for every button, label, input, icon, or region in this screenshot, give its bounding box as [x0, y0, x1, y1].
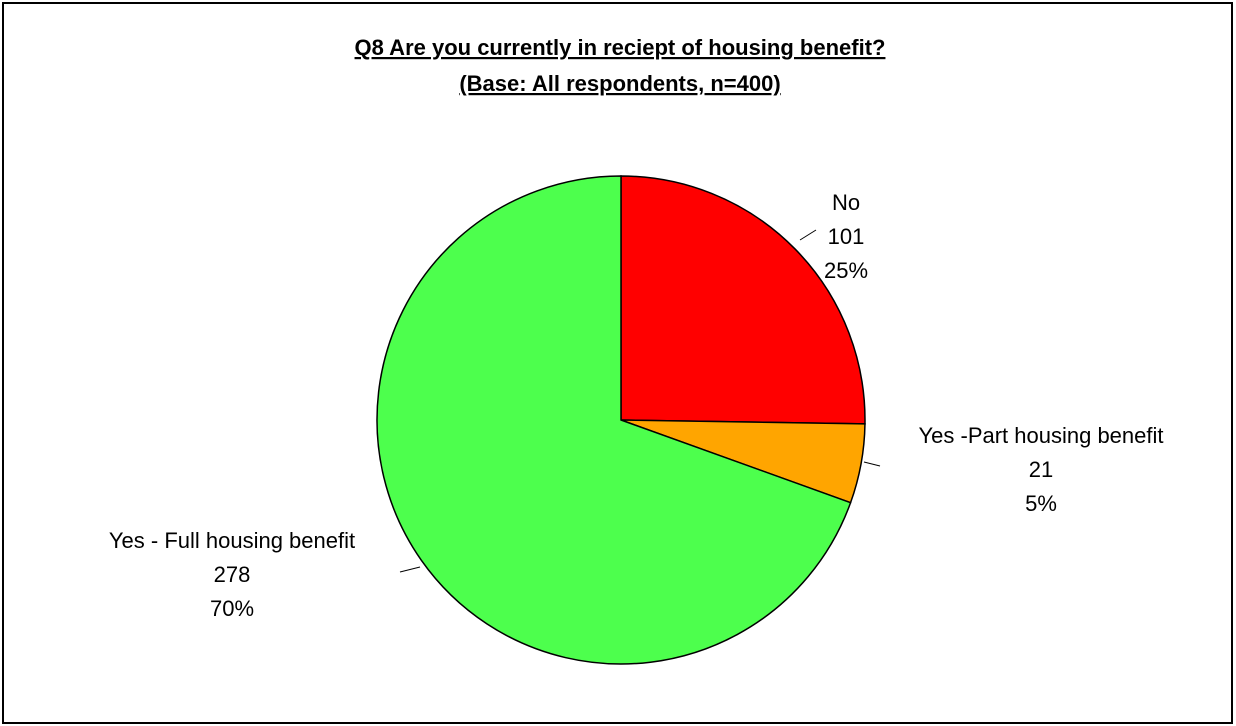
- pie-slice-yes-full-housing-benefit: [376, 175, 852, 665]
- label-leader-line: [863, 461, 881, 467]
- chart-title: Q8 Are you currently in reciept of housi…: [355, 35, 886, 60]
- slice-label-count: 21: [1029, 457, 1053, 482]
- slice-label-name: Yes - Full housing benefit: [109, 528, 355, 553]
- slice-label-percent: 25%: [824, 258, 868, 283]
- slice-label-count: 101: [828, 224, 865, 249]
- pie-labels: No 101 25% Yes -Part housing benefit 21 5% Yes…: [109, 190, 1164, 621]
- pie-slice-no: [620, 175, 866, 425]
- pie-slices: [376, 175, 866, 665]
- slice-label-count: 278: [214, 562, 251, 587]
- slice-label-name: No: [832, 190, 860, 215]
- slice-label-percent: 5%: [1025, 491, 1057, 516]
- slice-label-name: Yes -Part housing benefit: [918, 423, 1163, 448]
- chart-subtitle: (Base: All respondents, n=400): [459, 71, 780, 96]
- label-leader-line: [399, 566, 421, 573]
- slice-label-percent: 70%: [210, 596, 254, 621]
- label-leader-line: [799, 229, 817, 241]
